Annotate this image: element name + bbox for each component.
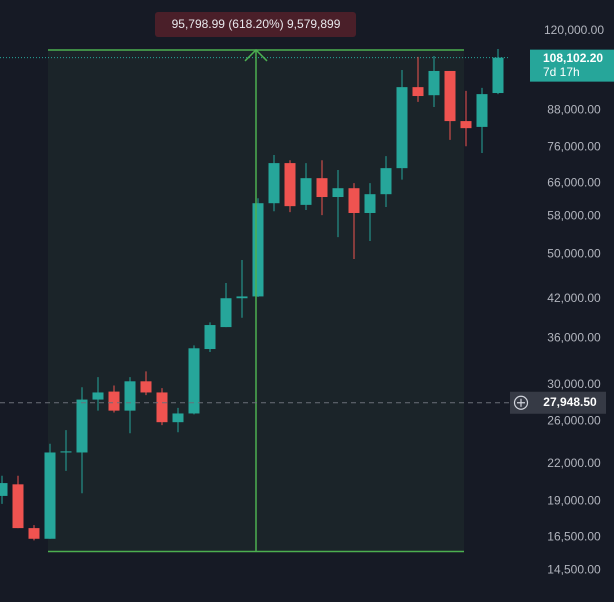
crosshair-add-plus xyxy=(517,398,525,407)
measure-label-box xyxy=(155,12,356,37)
candle-body xyxy=(396,87,408,169)
candle-body xyxy=(284,163,296,207)
candle-body xyxy=(316,178,328,198)
candle-body xyxy=(44,452,56,539)
y-tick-label: 19,000.00 xyxy=(547,493,601,507)
candle-body xyxy=(300,178,312,205)
price-axis xyxy=(510,0,614,602)
candle-body xyxy=(60,451,72,453)
candle-body xyxy=(380,168,392,195)
y-tick-label: 50,000.00 xyxy=(547,247,601,261)
crosshair-add-icon xyxy=(513,395,529,410)
y-tick-label: 88,000.00 xyxy=(547,102,601,116)
y-tick-label: 22,000.00 xyxy=(547,456,601,470)
candle-body xyxy=(172,413,184,423)
y-tick-label: 120,000.00 xyxy=(544,23,604,37)
candle-body xyxy=(0,483,8,496)
candle-body xyxy=(476,94,488,127)
y-tick-label: 14,500.00 xyxy=(547,562,601,576)
y-tick-label: 76,000.00 xyxy=(547,140,601,154)
crosshair-label-box xyxy=(510,391,606,414)
y-tick-label: 58,000.00 xyxy=(547,209,601,223)
countdown-label: 7d 17h xyxy=(543,65,580,79)
candle-body xyxy=(412,87,424,97)
candle-body xyxy=(220,298,232,328)
candle-body xyxy=(156,392,168,423)
candle-body xyxy=(12,484,24,529)
y-tick-label: 26,000.00 xyxy=(547,413,601,427)
measure-arrowhead xyxy=(244,48,268,62)
candle-body xyxy=(332,188,344,198)
y-tick-label: 16,500.00 xyxy=(547,529,601,543)
y-tick-label: 30,000.00 xyxy=(547,377,601,391)
candle-body xyxy=(28,528,40,539)
candle-body xyxy=(204,325,216,350)
candle-body xyxy=(364,194,376,213)
candle-body xyxy=(428,70,440,96)
measure-label: 95,798.99 (618.20%) 9,579,899 xyxy=(172,17,341,31)
candle-body xyxy=(348,188,360,213)
candle-body xyxy=(444,70,456,122)
current-price-label: 108,102.20 xyxy=(543,51,603,65)
candle-body xyxy=(492,57,504,94)
candle-body xyxy=(92,392,104,400)
y-tick-label: 42,000.00 xyxy=(547,291,601,305)
current-price-box xyxy=(530,49,614,82)
candle-body xyxy=(108,391,120,411)
candle-body xyxy=(140,381,152,393)
candle-body xyxy=(460,121,472,129)
candle-body xyxy=(188,348,200,414)
y-tick-label: 66,000.00 xyxy=(547,176,601,190)
candle-body xyxy=(76,399,88,453)
candle-body xyxy=(252,203,264,297)
candle-body xyxy=(236,296,248,299)
candle-body xyxy=(124,381,136,411)
y-tick-label: 36,000.00 xyxy=(547,330,601,344)
crosshair-label: 27,948.50 xyxy=(543,395,597,409)
candle-body xyxy=(268,163,280,204)
